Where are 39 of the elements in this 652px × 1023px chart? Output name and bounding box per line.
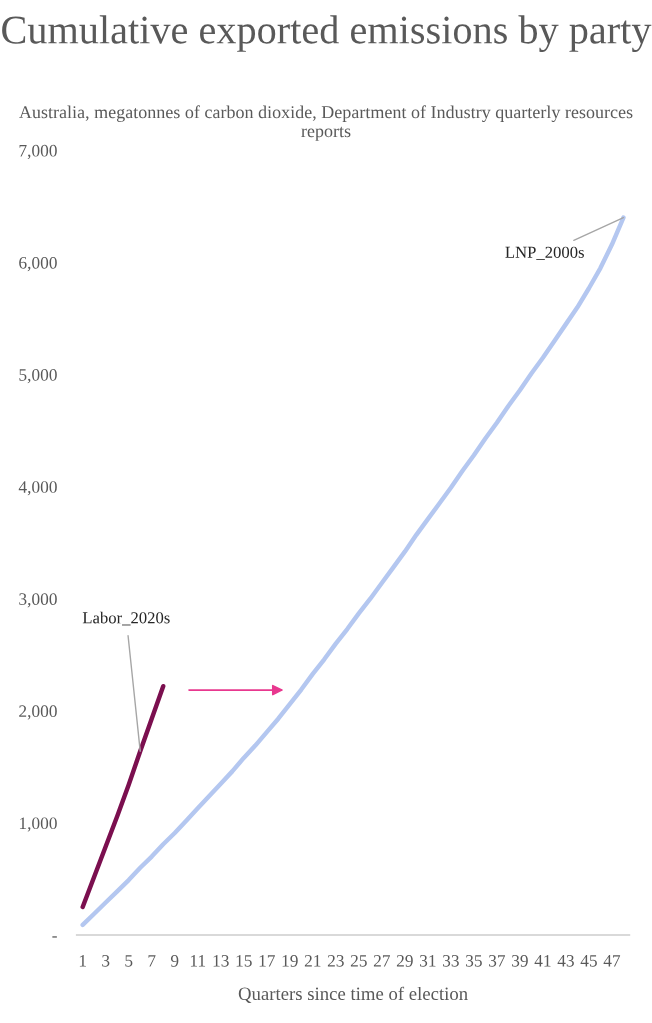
x-tick-label: 31 (419, 955, 436, 967)
y-tick-label: 1,000 (19, 817, 57, 832)
x-tick-label: 47 (603, 955, 621, 967)
x-tick-label: 9 (170, 955, 179, 967)
x-tick-label: 3 (102, 955, 110, 967)
y-tick-label: - (52, 936, 57, 938)
x-tick-label: 23 (327, 955, 344, 967)
y-tick-label: 6,000 (19, 256, 57, 272)
x-tick-label: 13 (213, 955, 229, 967)
x-tick-label: 37 (489, 955, 506, 967)
x-tick-label: 17 (259, 955, 275, 967)
x-axis-title: Quarters since time of election (238, 986, 468, 1003)
y-tick-label: 2,000 (19, 705, 57, 720)
x-tick-label: 39 (512, 955, 528, 967)
chart-subtitle: Australia, megatonnes of carbon dioxide, Department of Industry quarterly resources reports (19, 105, 633, 141)
x-tick-label: 35 (466, 955, 482, 967)
text: Labor_2020s (82, 611, 170, 626)
y-tick-label: 4,000 (18, 481, 57, 496)
x-tick-label: 7 (148, 955, 156, 967)
x-tick-label: 29 (396, 955, 413, 967)
y-tick-label: 7,000 (19, 144, 57, 160)
series-label: LNP_2000s (505, 246, 584, 260)
x-tick-label: 41 (534, 955, 551, 967)
x-tick-label: 45 (580, 955, 597, 967)
chart-title: Cumulative exported emissions by party (2, 15, 652, 52)
y-tick-label: 5,000 (19, 369, 57, 384)
x-tick-label: 1 (79, 955, 86, 967)
line-series (80, 683, 166, 910)
x-tick-label: 27 (373, 955, 390, 967)
x-tick-label: 15 (236, 955, 252, 967)
y-tick-label: 3,000 (19, 593, 57, 608)
line-series (80, 215, 626, 928)
x-tick-label: 5 (125, 955, 133, 967)
x-tick-label: 19 (282, 955, 298, 967)
x-tick-label: 25 (350, 955, 367, 967)
x-tick-label: 43 (557, 955, 574, 967)
x-tick-label: 21 (304, 955, 321, 967)
x-tick-label: 33 (443, 955, 459, 967)
x-tick-label: 11 (190, 955, 206, 967)
